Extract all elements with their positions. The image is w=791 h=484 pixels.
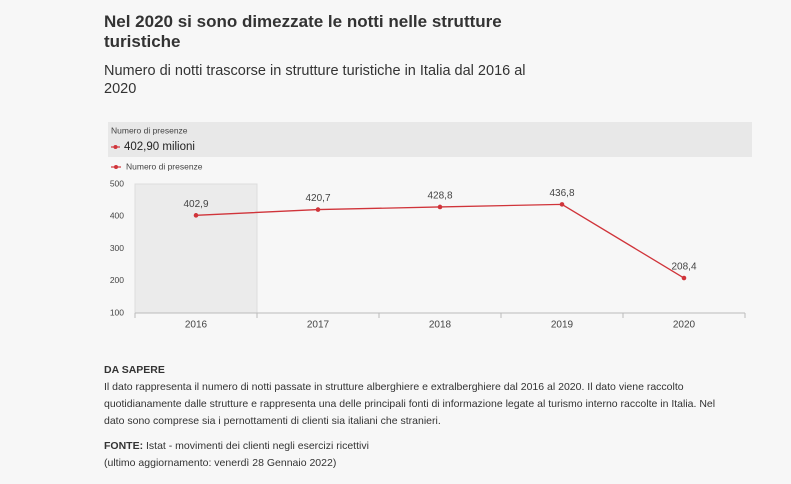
y-tick-label: 500 [110, 178, 124, 188]
point [437, 204, 443, 210]
value-label: 420,7 [305, 193, 330, 204]
value-label: 208,4 [671, 262, 696, 273]
notes-text: Il dato rappresenta il numero di notti p… [104, 381, 716, 427]
notes-heading: DA SAPERE [104, 364, 165, 376]
x-tick-label: 2016 [185, 320, 208, 331]
tooltip-box [108, 122, 752, 157]
point [193, 213, 199, 218]
point [681, 275, 687, 281]
x-tick-label: 2018 [429, 320, 452, 331]
y-tick-label: 300 [110, 243, 124, 253]
value-label: 428,8 [427, 191, 452, 202]
tooltip-label: Numero di presenze [111, 125, 188, 135]
tooltip-swatch-dot [113, 145, 118, 149]
point [315, 207, 321, 212]
value-label: 402,9 [183, 199, 208, 210]
source: Istat - movimenti dei clienti negli eser… [146, 440, 369, 452]
line [195, 203, 685, 279]
chart-subtitle: Numero di notti trascorse in strutture t… [104, 63, 526, 97]
y-tick-label: 400 [110, 211, 124, 221]
legend-swatch-dot [114, 165, 118, 169]
tooltip-value: 402,90 milioni [124, 141, 195, 153]
hover-band [134, 183, 258, 314]
x-tick-label: 2019 [551, 320, 574, 331]
chart-title: Nel 2020 si sono dimezzate le notti nell… [104, 12, 502, 51]
point [559, 202, 565, 207]
x-tick-label: 2020 [673, 320, 696, 331]
y-tick-label: 200 [110, 275, 124, 285]
x-tick-label: 2017 [307, 320, 330, 331]
value-label: 436,8 [549, 188, 574, 199]
chart: Numero di presenze 402,90 milioni Numero… [108, 122, 752, 331]
legend-label: Numero di presenze [126, 161, 203, 171]
updated: (ultimo aggiornamento: venerdì 28 Gennai… [104, 457, 337, 469]
source-label: FONTE: [104, 440, 144, 452]
notes: DA SAPERE Il dato rappresenta il numero … [104, 362, 724, 472]
y-tick-label: 100 [110, 307, 124, 317]
